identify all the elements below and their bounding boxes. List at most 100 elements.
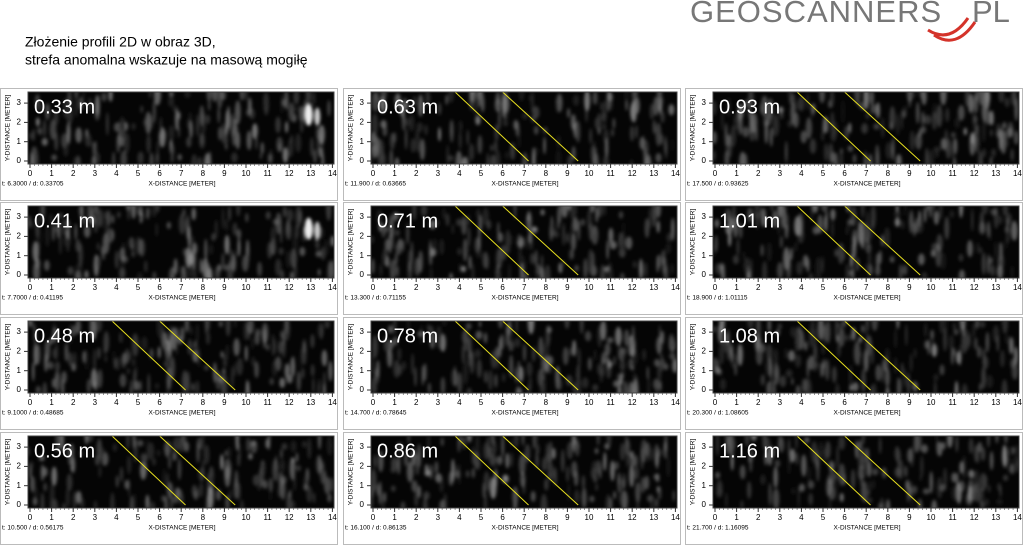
texture-blob — [157, 449, 160, 457]
texture-blob — [247, 243, 250, 263]
texture-blob — [926, 206, 930, 212]
texture-blob — [129, 385, 133, 393]
texture-blob — [295, 452, 299, 463]
texture-blob — [391, 485, 396, 492]
texture-blob — [816, 459, 820, 482]
texture-blob — [773, 362, 780, 380]
texture-blob — [843, 125, 849, 140]
y-tick-label: 0 — [702, 156, 707, 165]
texture-blob — [413, 95, 417, 107]
texture-blob — [788, 92, 793, 105]
texture-blob — [921, 444, 929, 454]
radargram-texture — [371, 321, 677, 393]
texture-blob — [518, 453, 526, 476]
panel-footer: t: 13.300 / d: 0.71155 — [345, 295, 406, 302]
texture-blob — [987, 436, 990, 448]
texture-blob — [257, 334, 260, 345]
texture-blob — [217, 106, 221, 124]
texture-blob — [428, 325, 434, 333]
x-tick-label: 8 — [201, 169, 206, 178]
texture-blob — [535, 262, 539, 278]
texture-blob — [196, 442, 200, 464]
x-tick-label: 2 — [756, 283, 761, 292]
texture-blob — [665, 242, 672, 254]
texture-blob — [738, 222, 743, 239]
texture-blob — [820, 362, 823, 378]
x-tick-label: 8 — [544, 513, 549, 522]
texture-blob — [990, 208, 998, 216]
texture-blob — [254, 361, 259, 379]
texture-blob — [898, 264, 903, 278]
texture-blob — [38, 225, 41, 249]
y-tick-label: 2 — [360, 462, 365, 471]
texture-blob — [855, 440, 859, 459]
texture-blob — [312, 377, 315, 393]
texture-blob — [110, 492, 115, 508]
texture-blob — [640, 439, 648, 463]
texture-blob — [713, 100, 717, 116]
texture-blob — [49, 337, 54, 345]
texture-blob — [648, 207, 652, 229]
x-tick-label: 13 — [991, 283, 1000, 292]
anomaly-line — [502, 91, 579, 162]
panel-footer: t: 18.900 / d: 1.01115 — [687, 295, 748, 302]
x-tick-label: 9 — [907, 513, 912, 522]
texture-blob — [160, 129, 166, 140]
x-tick-label: 9 — [907, 169, 912, 178]
texture-blob — [838, 436, 846, 450]
texture-blob — [508, 245, 511, 255]
x-tick-label: 3 — [93, 169, 98, 178]
texture-blob — [613, 355, 616, 366]
x-tick-label: 7 — [522, 398, 527, 407]
texture-blob — [410, 138, 416, 153]
texture-blob — [823, 143, 829, 162]
texture-blob — [32, 261, 40, 278]
texture-blob — [997, 482, 1002, 491]
texture-blob — [1002, 321, 1009, 334]
radargram-texture — [713, 206, 1018, 278]
texture-blob — [1014, 98, 1019, 122]
texture-blob — [32, 128, 35, 142]
y-tick-label: 0 — [360, 270, 365, 279]
texture-blob — [768, 482, 772, 506]
x-tick-label: 8 — [886, 398, 891, 407]
texture-blob — [868, 153, 873, 164]
texture-blob — [794, 354, 802, 368]
texture-blob — [730, 452, 734, 471]
texture-blob — [523, 273, 529, 278]
texture-blob — [429, 330, 436, 349]
texture-blob — [74, 223, 78, 241]
texture-blob — [324, 321, 330, 329]
texture-blob — [1007, 127, 1014, 137]
y-tick-label: 2 — [17, 232, 22, 241]
texture-blob — [930, 329, 934, 340]
texture-blob — [581, 487, 587, 508]
x-tick-label: 0 — [371, 398, 376, 407]
texture-blob — [812, 328, 817, 353]
y-tick-label: 3 — [360, 212, 365, 221]
texture-blob — [473, 451, 481, 469]
texture-blob — [244, 345, 248, 362]
texture-blob — [587, 357, 592, 371]
texture-blob — [182, 248, 189, 257]
texture-blob — [492, 440, 497, 455]
texture-blob — [973, 114, 978, 125]
texture-blob — [307, 437, 312, 460]
texture-blob — [557, 206, 561, 223]
texture-blob — [955, 351, 962, 364]
texture-blob — [373, 454, 377, 469]
texture-blob — [805, 117, 813, 139]
texture-blob — [494, 123, 499, 142]
y-tick-label: 0 — [702, 270, 707, 279]
texture-blob — [871, 321, 878, 331]
texture-blob — [909, 481, 913, 496]
panel-footer: t: 7.7000 / d: 0.41195 — [2, 295, 63, 302]
texture-blob — [429, 239, 432, 255]
texture-blob — [944, 216, 950, 240]
texture-blob — [164, 496, 168, 508]
texture-blob — [979, 382, 982, 392]
texture-blob — [42, 381, 47, 393]
texture-blob — [979, 472, 987, 492]
texture-blob — [295, 92, 299, 102]
